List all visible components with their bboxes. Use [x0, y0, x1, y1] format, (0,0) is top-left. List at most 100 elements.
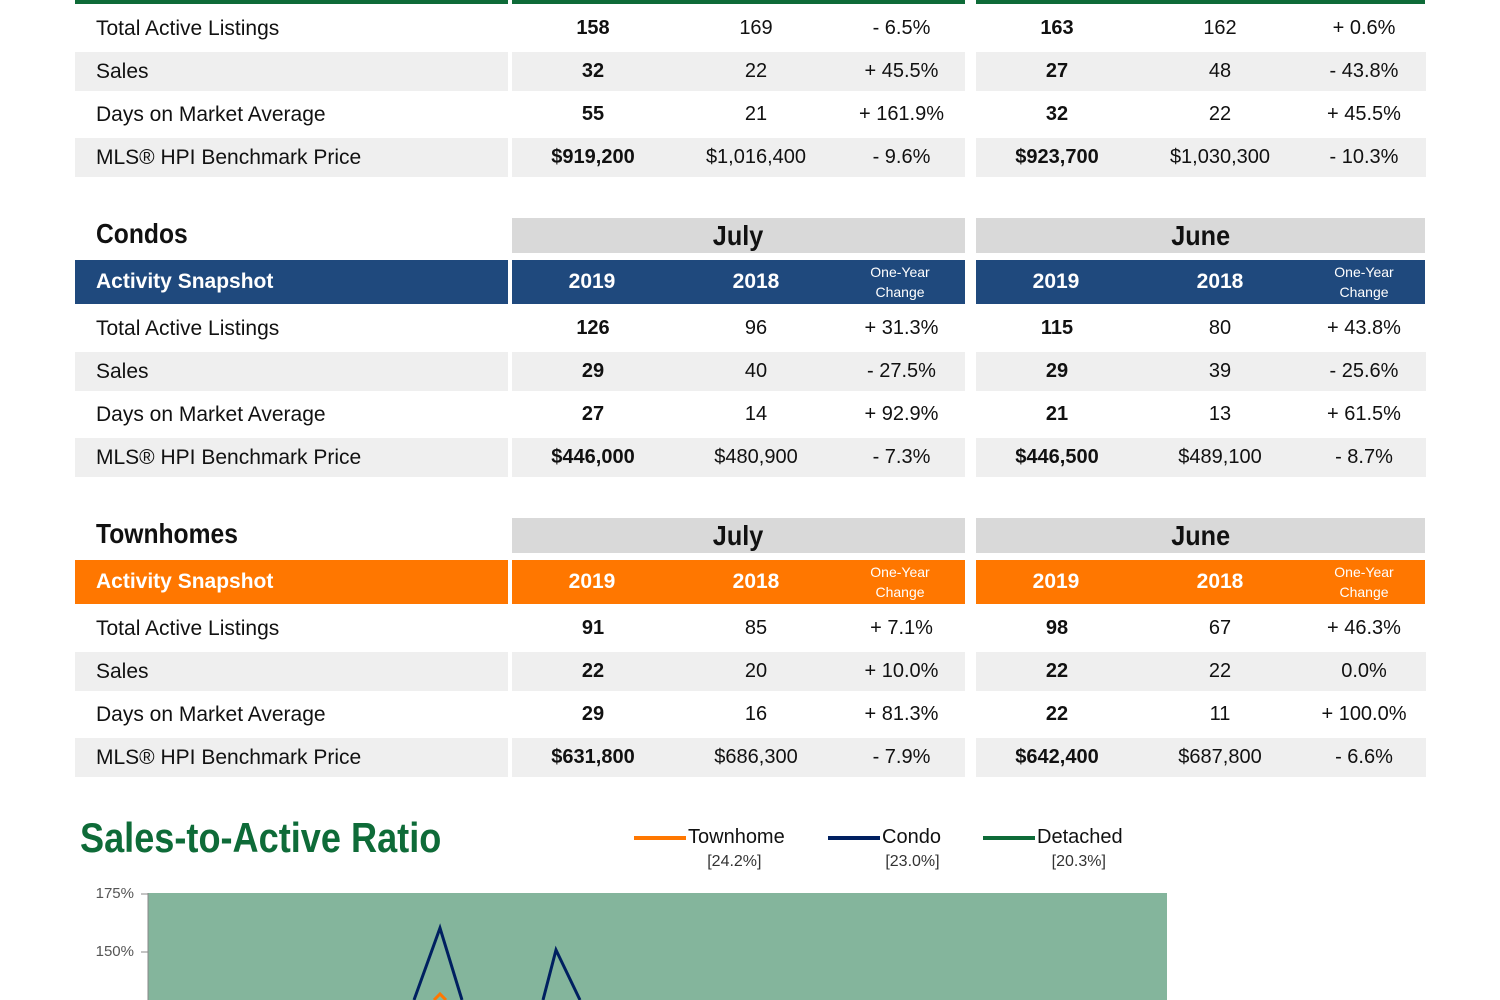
condos-row-2-label: Days on Market Average — [96, 402, 326, 426]
series-line-townhome — [432, 991, 448, 1000]
townhomes-row-0-july-2018: 85 — [744, 617, 768, 639]
legend-townhome: Townhome [24.2%] — [634, 826, 785, 871]
townhomes-june-year-2019: 2019 — [1032, 570, 1080, 593]
condos-july-header — [512, 260, 965, 304]
detached-row-1-june-2018: 48 — [1138, 52, 1302, 91]
legend-value-detached: [20.3%] — [1051, 853, 1106, 870]
townhomes-june-change-header: One-Year Change — [1334, 564, 1394, 600]
condos-row-2-july-change: + 92.9% — [864, 403, 939, 425]
condos-row-0-label: Total Active Listings — [96, 316, 280, 340]
detached-row-0-july-2018: 169 — [739, 17, 773, 39]
condos-row-3-july-2019: $446,000 — [512, 438, 674, 477]
condos-row-1-june-change: - 25.6% — [1302, 352, 1426, 391]
condos-row-0-july-2018: 96 — [744, 317, 768, 339]
detached-row-3-june-2018: $1,030,300 — [1138, 138, 1302, 177]
detached-row-1-june-change: - 43.8% — [1302, 52, 1426, 91]
townhomes-row-3-july-2019: $631,800 — [512, 738, 674, 777]
condos-june-header — [976, 260, 1425, 304]
condos-row-1-june-2018: 39 — [1138, 352, 1302, 391]
detached-row-0-july-2019: 158 — [576, 17, 610, 39]
townhomes-row-0-june-change: + 46.3% — [1327, 617, 1401, 639]
condos-row-0-july-2019: 126 — [576, 317, 610, 339]
detached-row-3-july-2018: $1,016,400 — [674, 138, 838, 177]
series-line-condo — [412, 923, 464, 1000]
detached-row-3-june-change: - 10.3% — [1302, 138, 1426, 177]
legend-swatch-townhome — [634, 835, 686, 840]
townhomes-july-year-2019: 2019 — [568, 570, 616, 593]
townhomes-row-1-label: Sales — [75, 652, 508, 691]
townhomes-month-july: July — [512, 518, 965, 553]
condos-row-2-june-2019: 21 — [1045, 403, 1069, 425]
townhomes-row-2-june-2018: 11 — [1209, 703, 1231, 725]
condos-row-2-june-change: + 61.5% — [1327, 403, 1401, 425]
townhomes-july-header — [512, 560, 965, 604]
legend-swatch-detached — [983, 835, 1035, 840]
condos-june-change-header: One-Year Change — [1334, 264, 1394, 300]
townhomes-row-0-june-2019: 98 — [1045, 617, 1069, 639]
detached-row-0-july-change: - 6.5% — [872, 17, 931, 39]
detached-row-0-june-2018: 162 — [1203, 17, 1237, 39]
detached-row-2-june-2018: 22 — [1208, 103, 1232, 125]
condos-june-year-2018: 2018 — [1196, 270, 1244, 293]
legend-label-townhome: Townhome — [688, 826, 785, 848]
condos-row-3-july-change: - 7.3% — [838, 438, 965, 477]
townhomes-row-0-june-2018: 67 — [1208, 617, 1232, 639]
townhomes-row-0-july-2019: 91 — [581, 617, 605, 639]
condos-row-2-july-2018: 14 — [744, 403, 768, 425]
townhomes-july-year-2018: 2018 — [732, 570, 780, 593]
legend-value-townhome: [24.2%] — [707, 853, 762, 870]
condos-row-0-june-2019: 115 — [1040, 317, 1074, 339]
townhomes-july-change-header: One-Year Change — [870, 564, 930, 600]
detached-row-0-label: Total Active Listings — [96, 16, 280, 40]
condos-month-june: June — [976, 218, 1425, 253]
townhomes-month-june: June — [976, 518, 1425, 553]
condos-row-0-june-2018: 80 — [1208, 317, 1232, 339]
detached-row-3-july-2019: $919,200 — [512, 138, 674, 177]
condos-row-3-june-2019: $446,500 — [976, 438, 1138, 477]
condos-row-1-july-2019: 29 — [512, 352, 674, 391]
detached-row-1-july-change: + 45.5% — [838, 52, 965, 91]
detached-header-line-right — [976, 0, 1425, 4]
detached-row-3-july-change: - 9.6% — [838, 138, 965, 177]
townhomes-row-2-july-change: + 81.3% — [864, 703, 939, 725]
condos-row-1-label: Sales — [75, 352, 508, 391]
condos-row-3-label: MLS® HPI Benchmark Price — [75, 438, 508, 477]
condos-title: Condos — [96, 218, 188, 249]
townhomes-june-header — [976, 560, 1425, 604]
legend-label-detached: Detached — [1037, 826, 1123, 848]
townhomes-snapshot-header: Activity Snapshot — [75, 560, 508, 604]
condos-row-1-july-change: - 27.5% — [838, 352, 965, 391]
townhomes-row-2-label: Days on Market Average — [96, 702, 326, 726]
detached-row-1-july-2019: 32 — [512, 52, 674, 91]
y-tick-175: 175% — [95, 885, 134, 902]
detached-row-1-label: Sales — [75, 52, 508, 91]
legend-condo: Condo [23.0%] — [828, 826, 941, 871]
condos-row-3-july-2018: $480,900 — [674, 438, 838, 477]
condos-july-year-2019: 2019 — [568, 270, 616, 293]
condos-row-1-june-2019: 29 — [976, 352, 1138, 391]
detached-header-line-left — [75, 0, 508, 4]
series-line-condo-2 — [541, 945, 582, 1000]
townhomes-row-1-june-2018: 22 — [1138, 652, 1302, 691]
condos-row-3-june-2018: $489,100 — [1138, 438, 1302, 477]
condos-snapshot-header: Activity Snapshot — [75, 260, 508, 304]
condos-row-0-july-change: + 31.3% — [864, 317, 939, 339]
townhomes-row-1-june-change: 0.0% — [1302, 652, 1426, 691]
condos-row-0-june-change: + 43.8% — [1327, 317, 1401, 339]
townhomes-row-3-june-2018: $687,800 — [1138, 738, 1302, 777]
condos-row-1-july-2018: 40 — [674, 352, 838, 391]
legend-value-condo: [23.0%] — [885, 853, 940, 870]
condos-month-july: July — [512, 218, 965, 253]
townhomes-row-2-july-2018: 16 — [744, 703, 768, 725]
legend-detached: Detached [20.3%] — [983, 826, 1123, 871]
condos-row-2-july-2019: 27 — [581, 403, 605, 425]
condos-july-year-2018: 2018 — [732, 270, 780, 293]
townhomes-row-1-july-2018: 20 — [674, 652, 838, 691]
y-tick-150: 150% — [95, 943, 134, 960]
detached-row-1-june-2019: 27 — [976, 52, 1138, 91]
townhomes-row-3-july-2018: $686,300 — [674, 738, 838, 777]
townhomes-row-1-july-2019: 22 — [512, 652, 674, 691]
detached-row-2-june-2019: 32 — [1045, 103, 1069, 125]
townhomes-row-0-july-change: + 7.1% — [870, 617, 933, 639]
